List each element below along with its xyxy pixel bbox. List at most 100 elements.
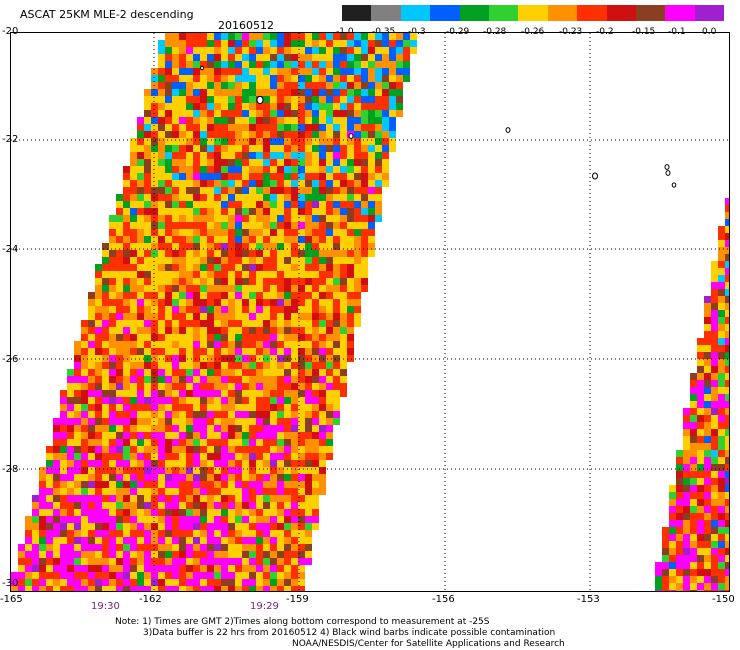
swath-cell	[81, 425, 88, 432]
swath-cell	[354, 145, 361, 152]
swath-cell	[368, 124, 375, 131]
swath-cell	[137, 117, 144, 124]
swath-cell	[298, 152, 305, 159]
swath-cell	[382, 152, 389, 159]
swath-cell	[67, 558, 74, 565]
swath-cell	[116, 383, 123, 390]
swath-cell	[256, 278, 263, 285]
swath-cell	[151, 208, 158, 215]
swath-cell	[207, 306, 214, 313]
swath-cell	[18, 586, 25, 591]
swath-cell	[144, 292, 151, 299]
swath-cell	[291, 334, 298, 341]
swath-cell	[123, 488, 130, 495]
swath-cell	[123, 481, 130, 488]
swath-cell	[690, 541, 697, 548]
swath-cell	[270, 68, 277, 75]
swath-cell	[158, 229, 165, 236]
swath-cell	[375, 103, 382, 110]
swath-cell	[256, 285, 263, 292]
swath-cell	[179, 509, 186, 516]
swath-cell	[60, 565, 67, 572]
swath-cell	[46, 516, 53, 523]
swath-cell	[102, 278, 109, 285]
swath-cell	[284, 208, 291, 215]
swath-cell	[242, 341, 249, 348]
swath-cell	[102, 411, 109, 418]
swath-cell	[319, 397, 326, 404]
swath-cell	[235, 173, 242, 180]
swath-cell	[242, 467, 249, 474]
swath-cell	[235, 481, 242, 488]
swath-cell	[718, 457, 725, 464]
swath-cell	[165, 565, 172, 572]
swath-cell	[109, 306, 116, 313]
swath-cell	[123, 411, 130, 418]
swath-cell	[291, 383, 298, 390]
swath-cell	[32, 537, 39, 544]
swath-cell	[312, 334, 319, 341]
swath-cell	[270, 243, 277, 250]
swath-cell	[263, 502, 270, 509]
swath-cell	[711, 324, 718, 331]
swath-cell	[214, 383, 221, 390]
swath-cell	[193, 145, 200, 152]
swath-cell	[347, 341, 354, 348]
swath-cell	[179, 383, 186, 390]
swath-cell	[46, 453, 53, 460]
swath-cell	[221, 369, 228, 376]
swath-cell	[186, 236, 193, 243]
swath-cell	[326, 285, 333, 292]
swath-cell	[368, 201, 375, 208]
legend-color-swatch	[635, 5, 666, 21]
swath-cell	[256, 292, 263, 299]
swath-cell	[249, 264, 256, 271]
swath-cell	[347, 313, 354, 320]
swath-cell	[270, 481, 277, 488]
swath-cell	[53, 558, 60, 565]
swath-cell	[228, 299, 235, 306]
swath-cell	[312, 250, 319, 257]
swath-cell	[102, 313, 109, 320]
swath-cell	[193, 404, 200, 411]
swath-cell	[81, 446, 88, 453]
swath-cell	[207, 180, 214, 187]
swath-cell	[186, 201, 193, 208]
swath-cell	[123, 586, 130, 591]
swath-cell	[137, 180, 144, 187]
swath-cell	[725, 338, 729, 345]
swath-cell	[284, 362, 291, 369]
swath-cell	[277, 299, 284, 306]
swath-cell	[655, 562, 662, 569]
swath-cell	[193, 558, 200, 565]
swath-cell	[690, 436, 697, 443]
swath-cell	[305, 173, 312, 180]
swath-cell	[354, 278, 361, 285]
swath-cell	[263, 292, 270, 299]
swath-cell	[242, 306, 249, 313]
swath-cell	[718, 282, 725, 289]
swath-cell	[718, 331, 725, 338]
swath-cell	[74, 572, 81, 579]
swath-cell	[704, 534, 711, 541]
swath-cell	[172, 257, 179, 264]
swath-cell	[361, 278, 368, 285]
swath-cell	[193, 334, 200, 341]
swath-cell	[711, 310, 718, 317]
swath-cell	[354, 236, 361, 243]
swath-cell	[697, 576, 704, 583]
swath-cell	[165, 180, 172, 187]
swath-cell	[305, 54, 312, 61]
swath-cell	[277, 40, 284, 47]
swath-cell	[319, 138, 326, 145]
swath-cell	[333, 152, 340, 159]
swath-cell	[319, 453, 326, 460]
swath-cell	[137, 348, 144, 355]
swath-cell	[277, 362, 284, 369]
swath-cell	[179, 362, 186, 369]
swath-cell	[326, 299, 333, 306]
swath-cell	[193, 390, 200, 397]
swath-cell	[711, 562, 718, 569]
swath-cell	[95, 572, 102, 579]
swath-cell	[214, 131, 221, 138]
